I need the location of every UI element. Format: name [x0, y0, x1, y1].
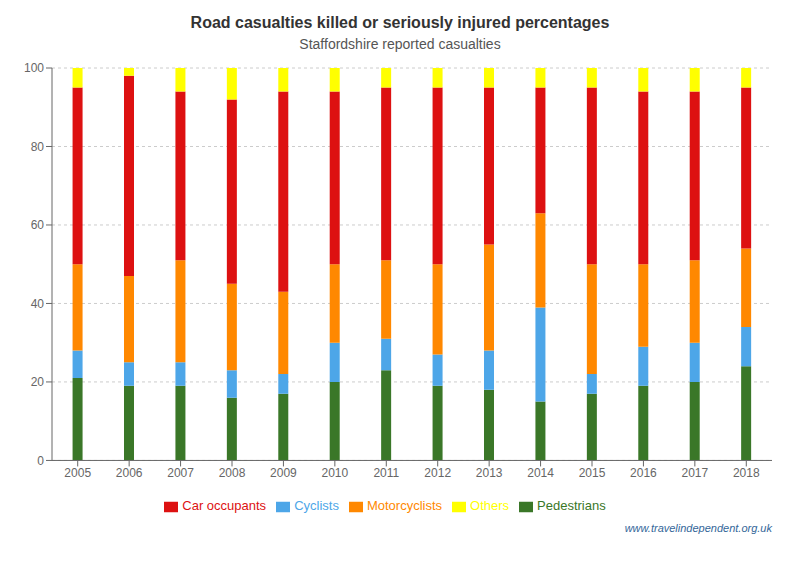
html-text:Pedestrians: Pedestrians [537, 498, 606, 514]
svg-text:2005: 2005 [64, 466, 91, 480]
svg-text:2011: 2011 [373, 466, 399, 480]
svg-text:2018: 2018 [733, 466, 760, 480]
html-text:Staffordshire reported casualt: Staffordshire reported casualties [299, 36, 501, 52]
svg-text:0: 0 [37, 454, 44, 468]
svg-text:100: 100 [24, 61, 44, 75]
svg-text:20: 20 [31, 375, 45, 389]
html-text:Car occupants: Car occupants [182, 498, 267, 514]
svg-text:2016: 2016 [630, 466, 657, 480]
html-text:Cyclists: Cyclists [294, 498, 339, 514]
html-text:www.travelindependent.org.uk: www.travelindependent.org.uk [624, 522, 772, 534]
svg-text:2009: 2009 [270, 466, 297, 480]
html-text:Motorcyclists: Motorcyclists [366, 498, 442, 514]
svg-text:40: 40 [31, 297, 45, 311]
svg-text:2008: 2008 [219, 466, 246, 480]
svg-text:2013: 2013 [476, 466, 503, 480]
svg-text:2010: 2010 [322, 466, 349, 480]
svg-text:2017: 2017 [682, 466, 709, 480]
html-text:Road casualties killed or seri: Road casualties killed or seriously inju… [190, 14, 610, 31]
svg-text:2014: 2014 [527, 466, 554, 480]
svg-text:80: 80 [31, 140, 45, 154]
svg-text:2007: 2007 [167, 466, 194, 480]
svg-text:60: 60 [31, 218, 45, 232]
html-text:Others: Others [470, 498, 509, 514]
svg-text:2006: 2006 [116, 466, 143, 480]
svg-text:2015: 2015 [579, 466, 606, 480]
svg-text:2012: 2012 [424, 466, 451, 480]
